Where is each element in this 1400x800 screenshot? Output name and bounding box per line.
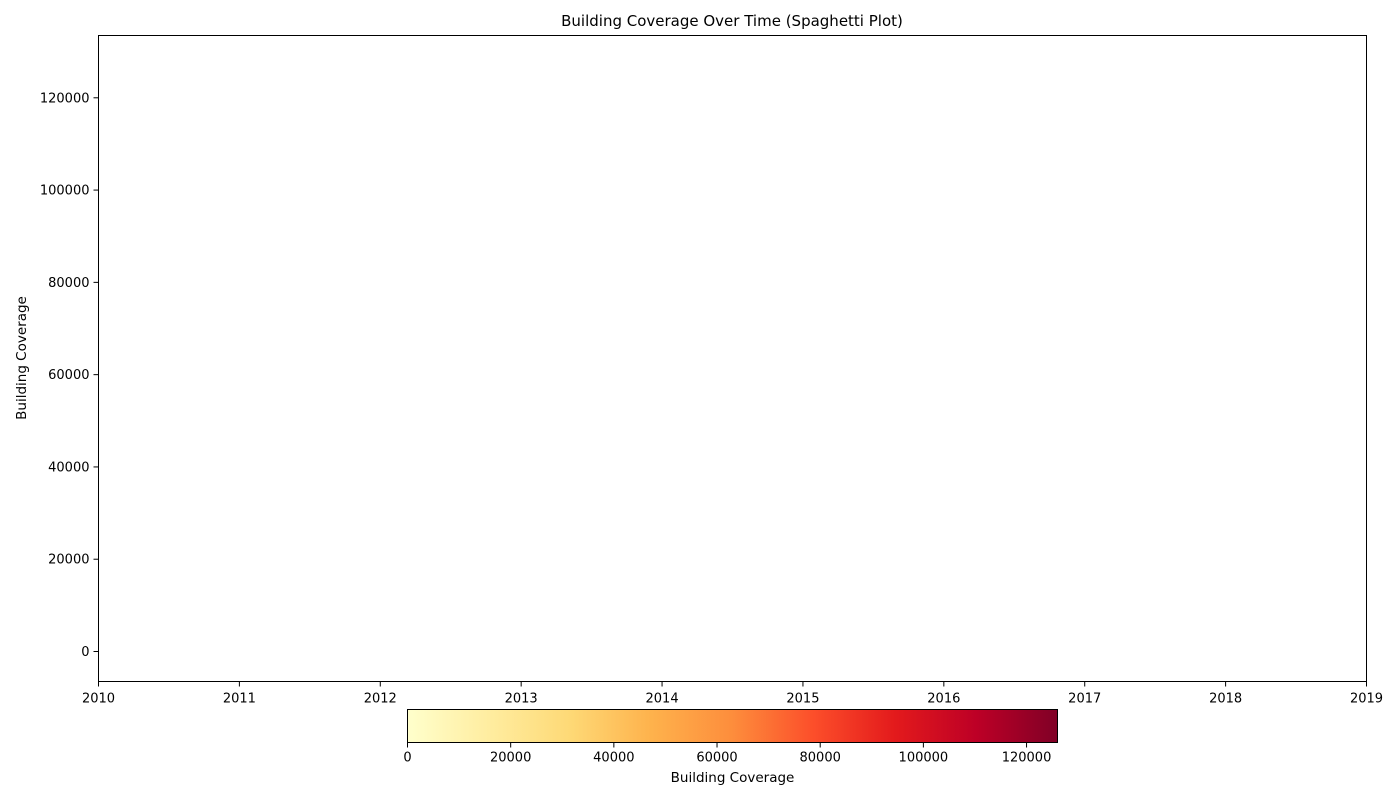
y-tick-label: 40000 bbox=[48, 460, 89, 475]
colorbar-tick-label: 20000 bbox=[490, 751, 531, 766]
y-tick-label: 20000 bbox=[48, 553, 89, 568]
x-axis: 2010 2011 2012 2013 2014 2015 2016 2017 2018 2019 bbox=[82, 681, 1383, 707]
colorbar-tick-label: 80000 bbox=[800, 751, 841, 766]
colorbar-tick-label: 0 bbox=[403, 751, 411, 766]
y-axis: 0 20000 40000 60000 80000 100000 120000 bbox=[40, 91, 99, 660]
y-axis-label: Building Coverage bbox=[14, 296, 30, 420]
chart-title: Building Coverage Over Time (Spaghetti P… bbox=[561, 12, 903, 30]
x-tick-label: 2012 bbox=[364, 692, 397, 707]
colorbar-tick-label: 60000 bbox=[696, 751, 737, 766]
y-tick-label: 0 bbox=[81, 645, 89, 660]
colorbar-tick-label: 100000 bbox=[899, 751, 949, 766]
x-tick-label: 2011 bbox=[223, 692, 256, 707]
x-tick-label: 2018 bbox=[1209, 692, 1242, 707]
plot-area bbox=[98, 35, 1367, 682]
x-tick-label: 2010 bbox=[82, 692, 115, 707]
x-tick-label: 2019 bbox=[1350, 692, 1383, 707]
colorbar-ticks: 0 20000 40000 60000 80000 100000 120000 bbox=[403, 742, 1052, 766]
x-tick-label: 2014 bbox=[646, 692, 679, 707]
y-tick-label: 120000 bbox=[40, 91, 90, 106]
x-tick-label: 2015 bbox=[786, 692, 819, 707]
y-tick-label: 80000 bbox=[48, 276, 89, 291]
x-tick-label: 2017 bbox=[1068, 692, 1101, 707]
y-tick-label: 100000 bbox=[40, 184, 90, 199]
colorbar-label: Building Coverage bbox=[671, 770, 795, 786]
x-tick-label: 2013 bbox=[505, 692, 538, 707]
colorbar-tick-label: 40000 bbox=[593, 751, 634, 766]
y-tick-label: 60000 bbox=[48, 368, 89, 383]
colorbar-tick-label: 120000 bbox=[1002, 751, 1052, 766]
colorbar-gradient bbox=[407, 709, 1058, 743]
colorbar: 0 20000 40000 60000 80000 100000 120000 Buildi… bbox=[403, 709, 1058, 786]
x-tick-label: 2016 bbox=[927, 692, 960, 707]
